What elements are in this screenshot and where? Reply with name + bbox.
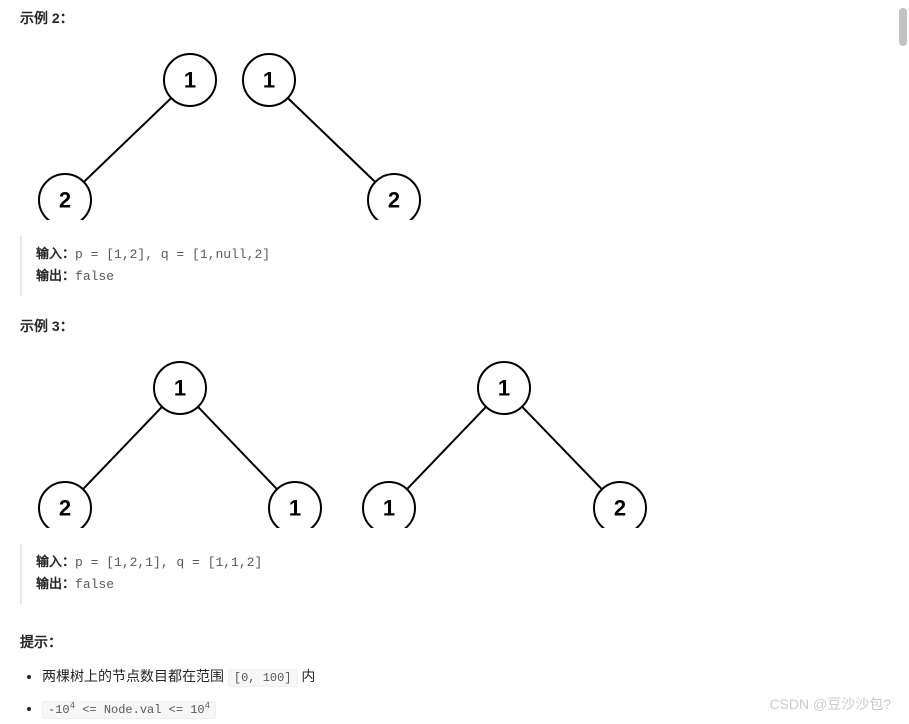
output-value: false	[75, 269, 114, 284]
hint2-a: -10	[48, 703, 70, 717]
scrollbar-thumb[interactable]	[899, 8, 907, 46]
example3-code-block: 输入：p = [1,2,1], q = [1,1,2] 输出：false	[20, 544, 889, 604]
svg-text:1: 1	[498, 376, 510, 401]
svg-text:2: 2	[59, 188, 71, 213]
input-label: 输入：	[36, 555, 75, 570]
input-label: 输入：	[36, 247, 75, 262]
hint-item-2: -104 <= Node.val <= 104	[42, 700, 889, 717]
output-label: 输出：	[36, 269, 75, 284]
example2-output-line: 输出：false	[36, 266, 889, 288]
hint1-suffix: 内	[298, 668, 316, 684]
hints-heading: 提示：	[20, 632, 889, 652]
svg-text:1: 1	[184, 68, 196, 93]
svg-text:2: 2	[388, 188, 400, 213]
example3-tree-diagram: 1 2 1 1 1 2	[20, 348, 660, 528]
example2-input-line: 输入：p = [1,2], q = [1,null,2]	[36, 244, 889, 266]
hints-list: 两棵树上的节点数目都在范围 [0, 100] 内 -10 4 <= Node.va…	[20, 666, 889, 717]
example3-output-line: 输出：false	[36, 574, 889, 596]
example2-tree-diagram: 1 2 1 2	[20, 40, 440, 220]
hint1-code: [0, 100]	[228, 669, 298, 687]
example2-heading: 示例 2：	[20, 8, 889, 28]
svg-text:1: 1	[383, 496, 395, 521]
hint1-prefix: 两棵树上的节点数目都在范围	[42, 668, 228, 684]
svg-text:2: 2	[59, 496, 71, 521]
example3-heading: 示例 3：	[20, 316, 889, 336]
hint-item-1: 两棵树上的节点数目都在范围 [0, 100] 内	[42, 666, 889, 686]
svg-text:1: 1	[289, 496, 301, 521]
svg-text:1: 1	[263, 68, 275, 93]
output-label: 输出：	[36, 577, 75, 592]
input-value: p = [1,2,1], q = [1,1,2]	[75, 555, 262, 570]
hint2-c: <= Node.val <= 10	[75, 703, 205, 717]
hint2-d: 4	[205, 701, 210, 711]
example3-input-line: 输入：p = [1,2,1], q = [1,1,2]	[36, 552, 889, 574]
output-value: false	[75, 577, 114, 592]
svg-text:2: 2	[614, 496, 626, 521]
hint2-code: -104 <= Node.val <= 104	[42, 701, 216, 719]
input-value: p = [1,2], q = [1,null,2]	[75, 247, 270, 262]
example2-code-block: 输入：p = [1,2], q = [1,null,2] 输出：false	[20, 236, 889, 296]
svg-text:1: 1	[174, 376, 186, 401]
